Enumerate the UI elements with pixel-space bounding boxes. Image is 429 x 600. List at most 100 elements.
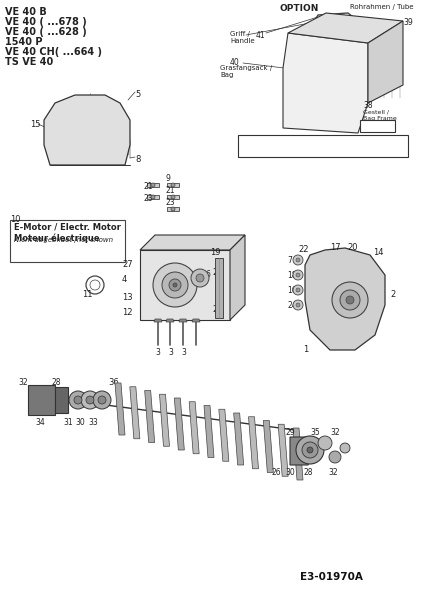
Polygon shape (305, 248, 385, 350)
Text: 32: 32 (328, 468, 338, 477)
Circle shape (296, 273, 300, 277)
Circle shape (332, 282, 368, 318)
Text: 18: 18 (287, 271, 296, 280)
Circle shape (191, 269, 209, 287)
Text: 36: 36 (108, 378, 119, 387)
Text: 30: 30 (285, 468, 295, 477)
Polygon shape (160, 394, 169, 446)
Text: 9: 9 (165, 174, 170, 183)
Polygon shape (174, 398, 184, 450)
Circle shape (293, 270, 303, 280)
Polygon shape (283, 33, 368, 133)
Circle shape (346, 296, 354, 304)
Text: 37: 37 (370, 122, 381, 131)
Polygon shape (130, 387, 140, 439)
Text: 16: 16 (287, 286, 296, 295)
Polygon shape (189, 402, 199, 454)
Circle shape (151, 183, 155, 187)
Text: 27: 27 (122, 260, 133, 269)
Text: 41: 41 (256, 31, 266, 40)
Text: 17: 17 (330, 243, 341, 252)
Text: 25: 25 (212, 268, 223, 277)
Circle shape (171, 195, 175, 199)
Text: 22: 22 (298, 245, 308, 254)
Text: 26: 26 (212, 305, 223, 314)
Circle shape (86, 276, 104, 294)
Circle shape (296, 288, 300, 292)
Polygon shape (204, 406, 214, 457)
Circle shape (81, 391, 99, 409)
Circle shape (74, 396, 82, 404)
Text: 19: 19 (210, 248, 221, 257)
Text: 2: 2 (390, 290, 395, 299)
Text: 32: 32 (18, 378, 27, 387)
Circle shape (340, 290, 360, 310)
Polygon shape (115, 383, 125, 435)
Bar (10, 220, 125, 262)
Circle shape (302, 442, 318, 458)
Polygon shape (140, 250, 230, 320)
Text: 40: 40 (230, 58, 240, 67)
Text: 29: 29 (285, 428, 295, 437)
Text: 23: 23 (165, 198, 175, 207)
Circle shape (90, 280, 100, 290)
Polygon shape (288, 13, 403, 43)
Polygon shape (234, 413, 244, 465)
Text: 11: 11 (82, 290, 93, 299)
Text: VE 40 B: VE 40 B (5, 7, 47, 17)
Text: 4: 4 (122, 275, 127, 284)
Polygon shape (167, 207, 179, 211)
Text: Griff /
Handle: Griff / Handle (230, 31, 255, 44)
Circle shape (98, 396, 106, 404)
Polygon shape (145, 391, 155, 443)
Text: 32: 32 (330, 428, 340, 437)
Text: MODEL  VE 40 B (16BF... ): MODEL VE 40 B (16BF... ) (242, 137, 352, 146)
Text: VE 40 CH( ...664 ): VE 40 CH( ...664 ) (5, 47, 102, 57)
Circle shape (293, 300, 303, 310)
Text: 3: 3 (181, 348, 186, 357)
Text: 38: 38 (363, 101, 373, 110)
Text: 21: 21 (143, 182, 152, 191)
Circle shape (173, 283, 177, 287)
Polygon shape (278, 424, 288, 476)
Polygon shape (147, 195, 159, 199)
Circle shape (318, 436, 332, 450)
Circle shape (69, 391, 87, 409)
Text: Grasfangsack /
Bag: Grasfangsack / Bag (220, 65, 272, 78)
Bar (360, 120, 395, 132)
Polygon shape (154, 319, 162, 322)
Polygon shape (230, 235, 245, 320)
Circle shape (296, 436, 324, 464)
Polygon shape (179, 319, 187, 322)
Text: 6: 6 (206, 270, 211, 279)
Text: Rohrahmen / Tube: Rohrahmen / Tube (350, 4, 414, 10)
Text: 3: 3 (168, 348, 173, 357)
Text: 14: 14 (373, 248, 384, 257)
Text: 5: 5 (135, 90, 140, 99)
Circle shape (169, 279, 181, 291)
Text: 15: 15 (30, 120, 40, 129)
Circle shape (340, 443, 350, 453)
Text: Nicht abgebildet /not shown: Nicht abgebildet /not shown (14, 237, 113, 243)
Text: E-Motor / Electr. Motor
Moteur électrique: E-Motor / Electr. Motor Moteur électriqu… (14, 223, 121, 243)
Text: 28: 28 (303, 468, 312, 477)
Polygon shape (167, 183, 179, 187)
Text: 3: 3 (155, 348, 160, 357)
Bar (238, 135, 408, 157)
Circle shape (296, 258, 300, 262)
Text: MODEL  1540 P (16BF.... ): MODEL 1540 P (16BF.... ) (242, 146, 351, 155)
Text: 31: 31 (63, 418, 73, 427)
Text: E3-01970A: E3-01970A (300, 572, 363, 582)
Text: 28: 28 (52, 378, 61, 387)
Text: VE 40 ( ...678 ): VE 40 ( ...678 ) (5, 17, 87, 27)
Text: TS VE 40: TS VE 40 (5, 57, 53, 67)
Polygon shape (166, 319, 174, 322)
Text: 34: 34 (35, 418, 45, 427)
Text: 24: 24 (287, 301, 296, 310)
Polygon shape (293, 428, 303, 480)
Circle shape (93, 391, 111, 409)
Polygon shape (147, 183, 159, 187)
Polygon shape (167, 195, 179, 199)
Circle shape (296, 303, 300, 307)
Circle shape (171, 207, 175, 211)
